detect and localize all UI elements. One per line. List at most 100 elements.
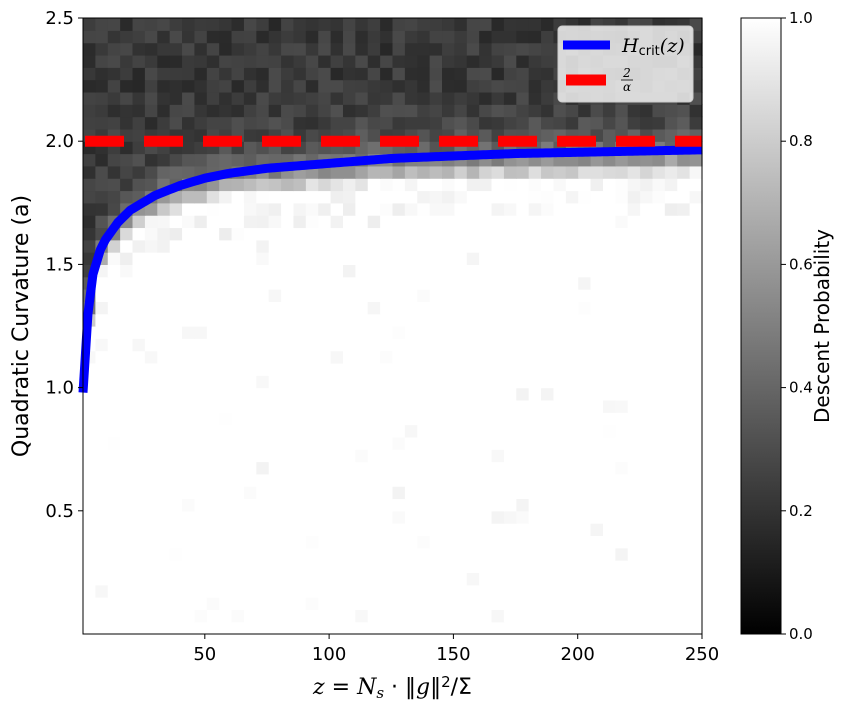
heatmap-cell bbox=[293, 597, 307, 610]
heatmap-cell bbox=[677, 190, 691, 204]
heatmap-cell bbox=[677, 523, 691, 537]
heatmap-cell bbox=[107, 313, 121, 327]
heatmap-cell bbox=[516, 276, 530, 290]
heatmap-cell bbox=[640, 289, 654, 302]
heatmap-cell bbox=[417, 54, 431, 68]
heatmap-cell bbox=[305, 609, 319, 623]
heatmap-cell bbox=[268, 621, 282, 635]
heatmap-cell bbox=[305, 584, 319, 598]
heatmap-cell bbox=[404, 572, 418, 586]
heatmap-cell bbox=[305, 42, 319, 56]
heatmap-cell bbox=[120, 104, 134, 118]
heatmap-cell bbox=[281, 67, 295, 81]
heatmap-cell bbox=[689, 584, 703, 598]
heatmap-cell bbox=[256, 449, 270, 463]
heatmap-cell bbox=[380, 264, 394, 278]
heatmap-cell bbox=[107, 338, 121, 352]
heatmap-cell bbox=[491, 375, 505, 389]
heatmap-cell bbox=[590, 498, 604, 512]
heatmap-cell bbox=[479, 116, 493, 130]
heatmap-cell bbox=[83, 436, 96, 450]
heatmap-cell bbox=[677, 387, 691, 401]
heatmap-cell bbox=[615, 350, 629, 364]
heatmap-cell bbox=[491, 276, 505, 290]
heatmap-cell bbox=[342, 42, 356, 56]
heatmap-cell bbox=[318, 449, 332, 463]
heatmap-cell bbox=[429, 190, 443, 204]
heatmap-cell bbox=[231, 510, 245, 524]
heatmap-cell bbox=[392, 436, 406, 450]
heatmap-cell bbox=[355, 215, 369, 229]
heatmap-cell bbox=[491, 67, 505, 81]
heatmap-cell bbox=[541, 399, 555, 413]
heatmap-cell bbox=[219, 18, 233, 31]
heatmap-cell bbox=[503, 473, 517, 487]
heatmap-cell bbox=[640, 313, 654, 327]
heatmap-cell bbox=[565, 609, 579, 623]
heatmap-cell bbox=[132, 178, 146, 192]
heatmap-cell bbox=[355, 202, 369, 216]
heatmap-cell bbox=[689, 535, 703, 549]
heatmap-cell bbox=[144, 449, 158, 463]
heatmap-cell bbox=[367, 91, 381, 105]
heatmap-cell bbox=[132, 116, 146, 130]
heatmap-cell bbox=[442, 165, 455, 179]
heatmap-cell bbox=[578, 535, 592, 549]
heatmap-cell bbox=[169, 79, 183, 93]
heatmap-cell bbox=[256, 362, 270, 376]
heatmap-cell bbox=[664, 252, 678, 265]
heatmap-cell bbox=[293, 215, 307, 229]
heatmap-cell bbox=[231, 449, 245, 463]
heatmap-cell bbox=[107, 202, 121, 216]
heatmap-cell bbox=[157, 461, 171, 475]
heatmap-cell bbox=[565, 412, 579, 426]
heatmap-cell bbox=[318, 165, 332, 179]
heatmap-cell bbox=[330, 252, 344, 265]
heatmap-cell bbox=[392, 461, 406, 475]
heatmap-cell bbox=[95, 326, 109, 339]
heatmap-cell bbox=[503, 91, 517, 105]
heatmap-cell bbox=[503, 178, 517, 192]
heatmap-cell bbox=[243, 560, 257, 573]
heatmap-cell bbox=[615, 165, 629, 179]
heatmap-cell bbox=[590, 227, 604, 241]
heatmap-cell bbox=[243, 18, 257, 31]
heatmap-cell bbox=[503, 54, 517, 68]
heatmap-cell bbox=[404, 535, 418, 549]
heatmap-cell bbox=[640, 486, 654, 500]
heatmap-cell bbox=[367, 449, 381, 463]
heatmap-cell bbox=[83, 42, 96, 56]
heatmap-cell bbox=[243, 584, 257, 598]
heatmap-cell bbox=[541, 510, 555, 524]
heatmap-cell bbox=[491, 399, 505, 413]
heatmap-cell bbox=[442, 461, 455, 475]
heatmap-cell bbox=[95, 547, 109, 561]
heatmap-cell bbox=[243, 128, 257, 142]
heatmap-cell bbox=[219, 523, 233, 537]
heatmap-cell bbox=[454, 362, 468, 376]
heatmap-cell bbox=[144, 18, 158, 31]
heatmap-cell bbox=[132, 30, 146, 44]
y-tick-label: 0.5 bbox=[45, 501, 74, 522]
heatmap-cell bbox=[429, 449, 443, 463]
heatmap-cell bbox=[293, 79, 307, 93]
heatmap-cell bbox=[318, 227, 332, 241]
heatmap-cell bbox=[144, 535, 158, 549]
heatmap-cell bbox=[194, 572, 208, 586]
heatmap-cell bbox=[417, 350, 431, 364]
heatmap-cell bbox=[206, 486, 220, 500]
heatmap-cell bbox=[590, 165, 604, 179]
heatmap-cell bbox=[454, 461, 468, 475]
heatmap-cell bbox=[565, 313, 579, 327]
heatmap-cell bbox=[169, 547, 183, 561]
heatmap-cell bbox=[578, 326, 592, 339]
heatmap-cell bbox=[553, 535, 567, 549]
heatmap-cell bbox=[355, 387, 369, 401]
heatmap-cell bbox=[169, 338, 183, 352]
heatmap-cell bbox=[330, 313, 344, 327]
heatmap-cell bbox=[429, 486, 443, 500]
heatmap-cell bbox=[442, 597, 455, 610]
heatmap-cell bbox=[342, 165, 356, 179]
heatmap-cell bbox=[640, 572, 654, 586]
heatmap-cell bbox=[454, 202, 468, 216]
